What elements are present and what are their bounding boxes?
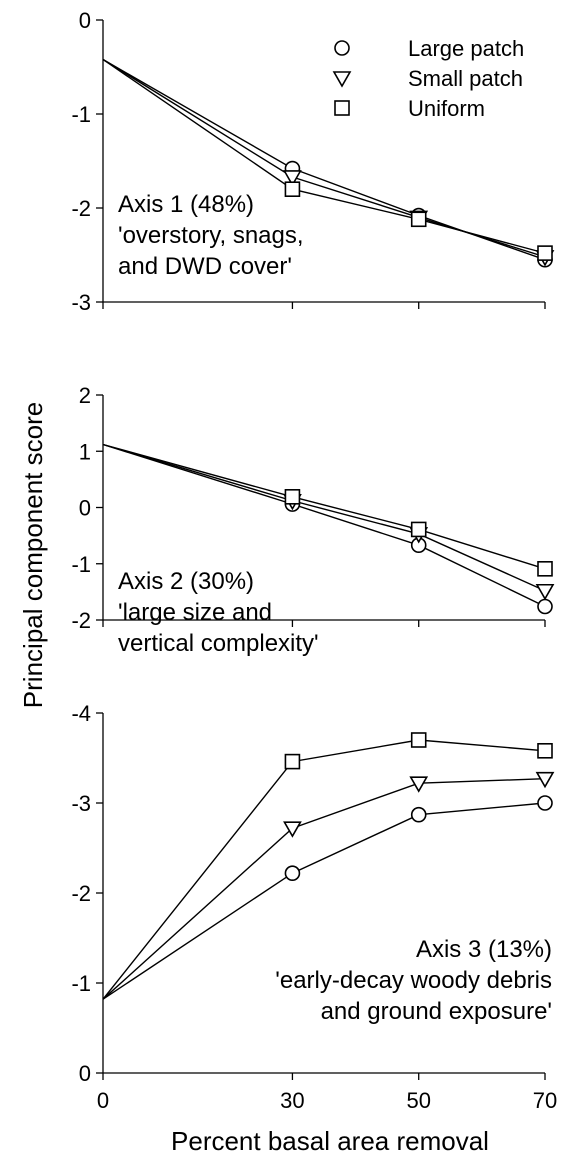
y-tick-label: -2 (71, 608, 91, 633)
y-tick-label: -1 (71, 552, 91, 577)
y-tick-label: -3 (71, 791, 91, 816)
data-point (410, 521, 427, 538)
data-point (537, 245, 553, 261)
data-point (537, 561, 553, 577)
series-line (102, 739, 546, 1000)
x-tick-label: 70 (533, 1088, 557, 1113)
legend-marker (332, 71, 352, 88)
y-tick-label: 0 (79, 496, 91, 521)
data-point (283, 821, 302, 838)
data-point (284, 489, 301, 505)
data-point (537, 598, 553, 615)
y-tick-label: -2 (71, 881, 91, 906)
data-point (535, 771, 555, 789)
y-tick-label: 2 (79, 383, 91, 408)
series-line (102, 802, 546, 1000)
data-point (284, 753, 301, 770)
panel-2: 2 1 0 -1 -2 Axis 2 (30%) 'large size and vertic… (71, 383, 555, 657)
legend-marker (334, 40, 350, 56)
data-point (284, 181, 301, 197)
panels: 0 -1 -2 -3 Axis 1 (48%) 'overstory, snags, and… (71, 8, 557, 1113)
panel-label-line: Axis 1 (48%) (118, 191, 254, 218)
y-tick-label: 1 (79, 439, 91, 464)
y-tick-label: 0 (79, 1061, 91, 1086)
panel-label-line: Axis 2 (30%) (118, 568, 254, 595)
data-point (410, 732, 427, 748)
y-tick-label: -3 (71, 290, 91, 315)
data-point (535, 583, 555, 601)
panel-label-line: vertical complexity' (118, 630, 319, 657)
panel-label-line: Axis 3 (13%) (416, 936, 552, 963)
series-line (102, 443, 546, 608)
legend-label: Small patch (408, 66, 523, 91)
data-point (537, 795, 553, 811)
data-point (410, 211, 427, 228)
y-tick-label: -1 (71, 102, 91, 127)
panel-label-line: 'large size and (118, 599, 272, 626)
y-tick-label: -1 (71, 971, 91, 996)
data-point (409, 776, 429, 793)
y-tick-label: 0 (79, 8, 91, 33)
data-point (283, 170, 302, 187)
panel-1: 0 -1 -2 -3 Axis 1 (48%) 'overstory, snags, and… (71, 8, 555, 315)
x-axis-label: Percent basal area removal (171, 1126, 489, 1156)
panel-3: -4 -3 -2 -1 0 Axis 3 (13%) 'early-decay woody … (71, 701, 557, 1113)
data-point (537, 742, 553, 759)
panel-label-line: 'overstory, snags, (118, 222, 304, 249)
data-point (284, 865, 301, 882)
panel-label: Axis 1 (48%) 'overstory, snags, and DWD co… (118, 191, 304, 280)
series-line (102, 58, 546, 258)
series-line (102, 443, 546, 592)
y-axis-label: Principal component score (18, 402, 48, 708)
x-tick-label: 0 (97, 1088, 109, 1113)
series-line (102, 778, 546, 1000)
legend-marker (334, 100, 350, 116)
panel-label-line: 'early-decay woody debris (275, 967, 552, 994)
y-tick-label: -4 (71, 701, 91, 726)
y-tick-label: -2 (71, 196, 91, 221)
panel-label: Axis 2 (30%) 'large size and vertical comp… (118, 568, 319, 657)
legend-label: Uniform (408, 96, 485, 121)
panel-label-line: and ground exposure' (321, 998, 552, 1025)
legend-label: Large patch (408, 36, 524, 61)
legend: Large patch Small patch Uniform (332, 36, 524, 121)
x-tick-label: 50 (406, 1088, 430, 1113)
panel-label-line: and DWD cover' (118, 253, 292, 280)
series-line (102, 443, 546, 570)
data-point (410, 806, 427, 823)
series-line (102, 58, 546, 254)
panel-label: Axis 3 (13%) 'early-decay woody debris and… (275, 936, 552, 1025)
x-tick-label: 30 (280, 1088, 304, 1113)
